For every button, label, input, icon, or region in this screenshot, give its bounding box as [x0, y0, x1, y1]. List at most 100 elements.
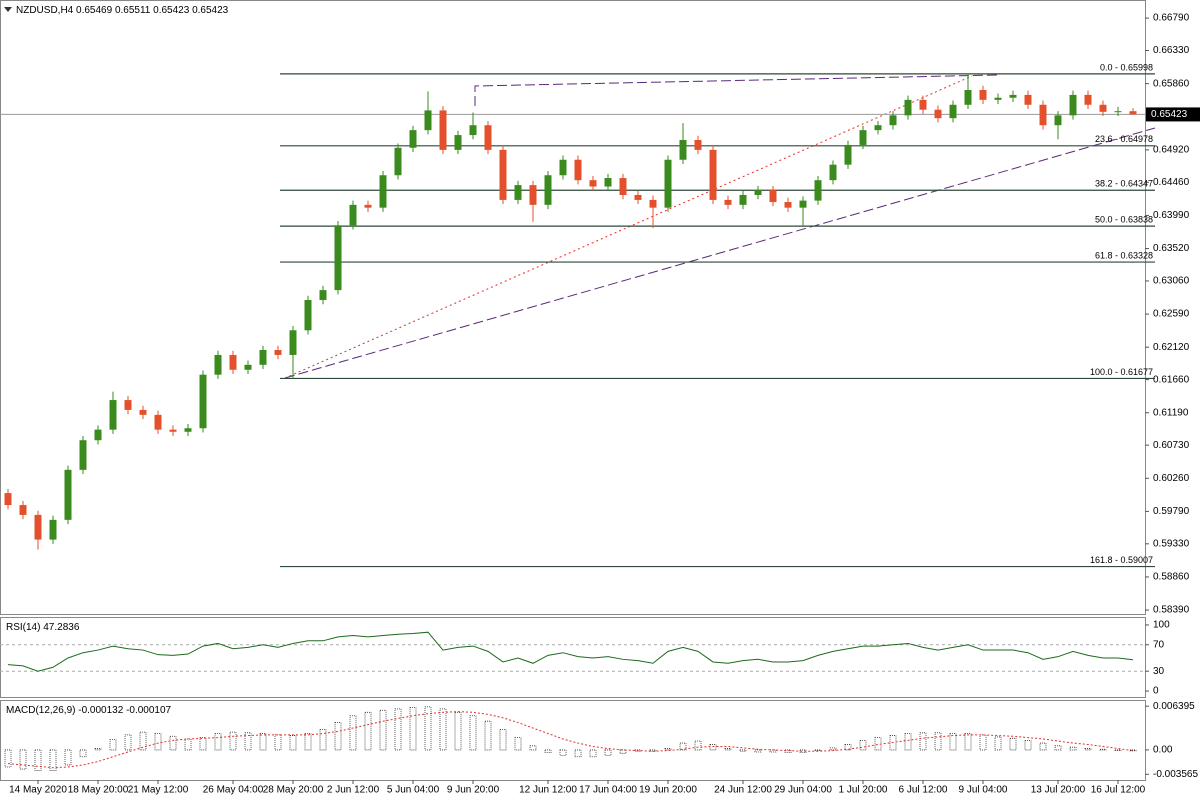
- candle-body: [994, 97, 1002, 100]
- symbol: NZDUSD,H4: [16, 5, 74, 16]
- candle-body: [769, 190, 777, 203]
- macd-bar: [64, 749, 72, 766]
- candle-body: [439, 110, 447, 150]
- candle-body: [169, 429, 177, 432]
- candle-body: [199, 374, 207, 429]
- signal-value: -0.000107: [126, 705, 171, 716]
- candle-body: [409, 130, 417, 148]
- macd-bar: [724, 748, 732, 751]
- candle-body: [364, 204, 372, 208]
- y-tick-label: 0.61190: [1153, 407, 1189, 418]
- macd-bar: [19, 749, 27, 770]
- macd-bar: [979, 734, 987, 751]
- candle-body: [934, 109, 942, 119]
- x-tick-label: 9 Jul 04:00: [959, 785, 1008, 796]
- fib-label: 61.8 - 0.63328: [1095, 250, 1153, 260]
- candle-body: [109, 400, 117, 430]
- candle-body: [19, 505, 27, 515]
- candle-body: [124, 400, 132, 410]
- candle-body: [79, 440, 87, 470]
- y-tick-label: 0: [1153, 686, 1159, 697]
- x-tick-label: 28 May 20:00: [263, 785, 324, 796]
- candle-body: [64, 469, 72, 520]
- fib-label: 50.0 - 0.63838: [1095, 215, 1153, 225]
- macd-bar: [259, 733, 267, 751]
- macd-bar: [1114, 749, 1122, 751]
- candle-body: [154, 414, 162, 430]
- candle-body: [559, 159, 567, 176]
- macd-bar: [664, 748, 672, 751]
- candle-body: [964, 89, 972, 105]
- y-tick-label: 0.58860: [1153, 572, 1190, 583]
- y-tick-label: 30: [1153, 666, 1165, 677]
- macd-bar: [154, 733, 162, 751]
- macd-bar: [319, 729, 327, 751]
- candle-body: [979, 89, 987, 100]
- menu-arrow[interactable]: [4, 7, 12, 12]
- candle-body: [919, 99, 927, 110]
- macd-bar: [919, 732, 927, 751]
- macd-bar: [454, 711, 462, 751]
- x-tick-label: 14 May 2020: [9, 785, 67, 796]
- macd-bar: [409, 707, 417, 751]
- macd-bar: [184, 738, 192, 751]
- candle-body: [799, 200, 807, 208]
- y-tick-label: 0.00: [1153, 745, 1173, 756]
- y-tick-label: -0.003565: [1153, 769, 1198, 780]
- y-tick-label: 0.59790: [1153, 506, 1190, 517]
- macd-bar: [514, 737, 522, 751]
- macd-bar: [499, 729, 507, 751]
- rsi-panel-frame: [0, 617, 1146, 698]
- macd-bar: [34, 749, 42, 771]
- y-tick-label: 0.006395: [1153, 701, 1195, 712]
- candle-body: [4, 493, 12, 506]
- x-tick-label: 24 Jun 12:00: [714, 785, 772, 796]
- macd-bar: [799, 749, 807, 754]
- candle-body: [1054, 115, 1062, 126]
- fib-label: 38.2 - 0.64347: [1095, 179, 1153, 189]
- candle-body: [544, 175, 552, 205]
- x-tick-label: 26 May 04:00: [203, 785, 264, 796]
- y-tick-label: 0.61660: [1153, 374, 1190, 385]
- y-tick-label: 0.63520: [1153, 243, 1190, 254]
- candle-body: [709, 149, 717, 200]
- macd-bar: [124, 734, 132, 751]
- candle-body: [604, 178, 612, 187]
- macd-bar: [934, 732, 942, 751]
- macd-bar: [694, 740, 702, 751]
- y-tick-label: 0.62120: [1153, 342, 1190, 353]
- macd-bar: [304, 733, 312, 751]
- y-tick-label: 0.64460: [1153, 177, 1190, 188]
- candle-body: [589, 180, 597, 187]
- macd-name: MACD(12,26,9): [6, 705, 75, 716]
- candle-body: [754, 190, 762, 195]
- candle-body: [1069, 94, 1077, 116]
- y-tick-label: 0.65860: [1153, 78, 1190, 89]
- macd-bar: [394, 708, 402, 751]
- macd-bar: [349, 715, 357, 751]
- macd-bar: [379, 709, 387, 751]
- candle-body: [514, 185, 522, 200]
- rsi-name: RSI(14): [6, 622, 40, 633]
- macd-bar: [964, 733, 972, 751]
- candle-body: [304, 299, 312, 331]
- macd-bar: [784, 749, 792, 754]
- candle-body: [874, 125, 882, 131]
- macd-bar: [199, 737, 207, 751]
- y-tick-label: 0.63990: [1153, 210, 1190, 221]
- macd-bar: [229, 731, 237, 751]
- candle-body: [424, 110, 432, 131]
- x-tick-label: 17 Jun 04:00: [579, 785, 637, 796]
- candle-body: [694, 140, 702, 150]
- x-tick-label: 5 Jun 04:00: [387, 785, 440, 796]
- candle-body: [1009, 94, 1017, 98]
- x-tick-label: 29 Jun 04:00: [774, 785, 832, 796]
- macd-value: -0.000132: [78, 705, 123, 716]
- macd-bar: [859, 739, 867, 751]
- trend-line: [284, 127, 1156, 379]
- y-tick-label: 0.59330: [1153, 538, 1190, 549]
- candle-body: [619, 178, 627, 195]
- macd-bar: [169, 735, 177, 751]
- candle-body: [184, 428, 192, 432]
- fib-label: 23.6 - 0.64978: [1095, 134, 1153, 144]
